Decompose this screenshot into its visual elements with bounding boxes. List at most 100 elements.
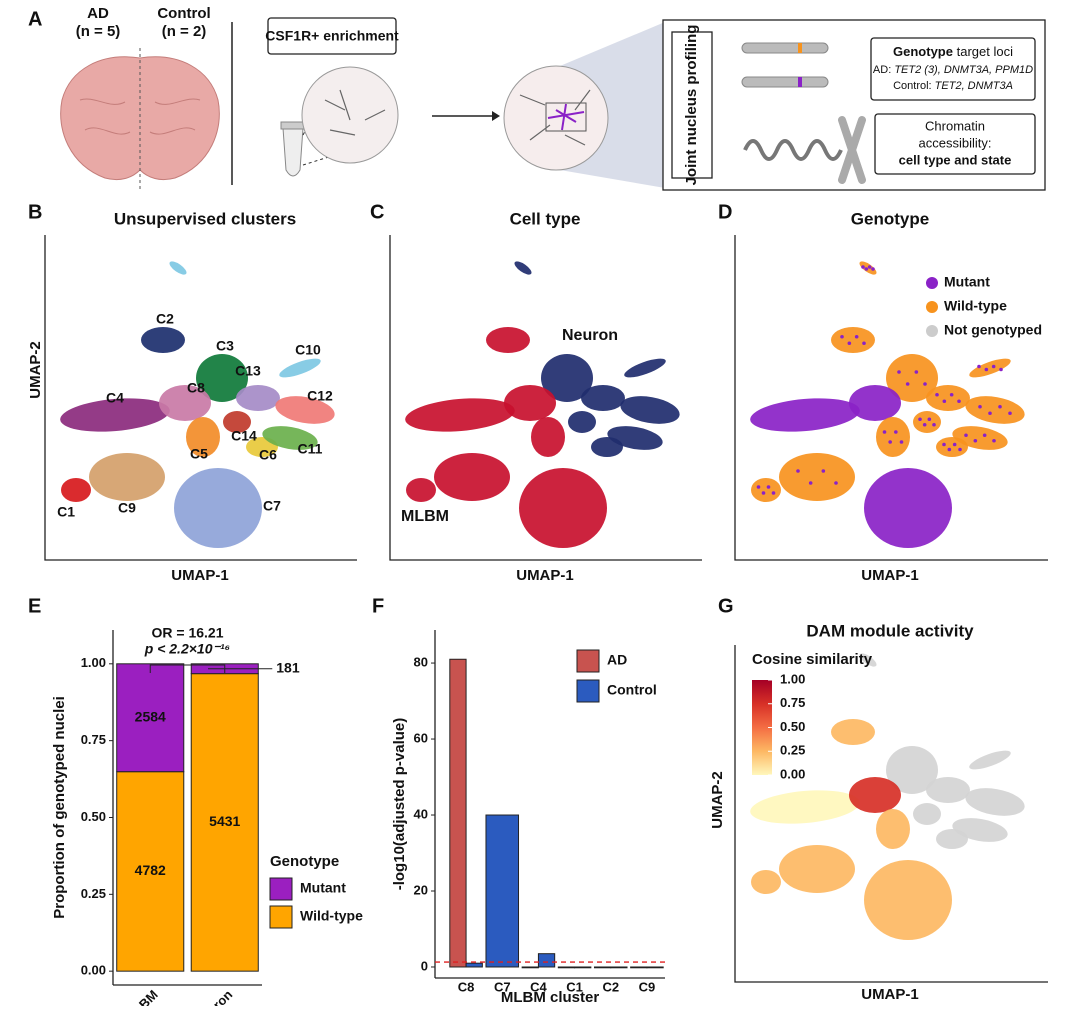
nucleus-box — [545, 102, 587, 132]
umap-cluster — [223, 411, 251, 433]
panel-letter: E — [28, 595, 41, 617]
bar — [537, 953, 556, 968]
locus — [798, 77, 802, 87]
umap-point — [988, 411, 992, 416]
umap-cluster — [60, 398, 170, 432]
tube-icon — [282, 127, 304, 177]
umap-cluster — [514, 261, 532, 275]
chromatin-label: Chromatin — [925, 118, 985, 133]
umap-cluster — [581, 385, 625, 411]
umap-point — [882, 430, 887, 434]
genotype-heading: Genotype target loci — [893, 44, 1013, 59]
x-tick-label: C1 — [566, 979, 583, 994]
umap-cluster — [169, 261, 187, 275]
axis-label: UMAP-1 — [171, 567, 229, 584]
legend-swatch — [576, 649, 600, 673]
chromosome — [741, 42, 829, 54]
y-axis-label: Proportion of genotyped nuclei — [51, 696, 68, 919]
chromatin-box — [874, 113, 1036, 175]
umap-cluster — [262, 426, 318, 450]
x-axis-label: MLBM cluster — [501, 989, 600, 1006]
umap-cluster — [859, 653, 877, 667]
umap-cluster — [831, 327, 875, 353]
umap-point — [796, 469, 800, 473]
y-tick-label: 0.25 — [81, 886, 106, 901]
count-label: 181 — [276, 659, 300, 675]
umap-point — [991, 364, 996, 369]
panel-letter: F — [372, 595, 384, 617]
umap-cluster — [779, 845, 855, 893]
umap-cluster — [952, 818, 1008, 842]
umap-cluster — [141, 327, 185, 353]
bar — [610, 966, 628, 969]
panel-title: Genotype — [851, 209, 929, 228]
legend-swatch — [269, 877, 293, 901]
umap-point — [864, 267, 869, 271]
x-tick-label: C2 — [602, 979, 619, 994]
chromatin-label: cell type and state — [899, 152, 1012, 167]
umap-point — [977, 364, 981, 369]
colorbar-tick-label: 0.75 — [780, 695, 805, 710]
umap-point — [861, 265, 865, 269]
umap-point — [927, 417, 932, 422]
panel-letter: D — [718, 201, 732, 223]
umap-cluster — [751, 478, 781, 502]
umap-cluster — [886, 746, 938, 794]
umap-point — [984, 367, 989, 372]
umap-cluster — [159, 385, 211, 421]
umap-cluster — [434, 453, 510, 501]
umap-point — [766, 485, 771, 489]
x-tick-label: C4 — [530, 979, 547, 994]
umap-cluster — [965, 788, 1025, 816]
umap-cluster — [236, 385, 280, 411]
legend-label: Wild-type — [944, 298, 1007, 314]
umap-point — [964, 433, 968, 438]
count-label: 4782 — [135, 862, 166, 878]
cluster-label: C6 — [259, 447, 277, 463]
umap-point — [847, 341, 852, 346]
umap-axes — [44, 235, 1048, 983]
group-n: (n = 5) — [76, 23, 121, 40]
umap-point — [922, 422, 927, 427]
ad-loci: AD: TET2 (3), DNMT3A, PPM1D — [873, 64, 1033, 76]
chromosome — [741, 76, 829, 88]
umap-point — [942, 399, 947, 404]
legend-swatch — [269, 905, 293, 929]
legend-label: Not genotyped — [944, 322, 1042, 338]
genotype-rest: target loci — [953, 44, 1013, 59]
umap-cluster — [864, 860, 952, 940]
y-axis-label: -log10(adjusted p-value) — [391, 718, 408, 891]
umap-cluster — [186, 417, 220, 457]
umap-cluster — [886, 354, 938, 402]
group-label: AD — [87, 5, 109, 22]
umap-cluster — [541, 354, 593, 402]
umap-cluster — [750, 398, 860, 432]
colorbar-ticks: 1.00 0.75 0.50 0.25 0.00 — [768, 671, 805, 781]
axis-label: UMAP-2 — [709, 771, 726, 829]
panel-letter: G — [718, 595, 734, 617]
panel-title: Unsupervised clusters — [114, 209, 296, 228]
profiling-label-box — [671, 31, 713, 179]
y-tick-label: 0.75 — [81, 732, 106, 747]
cluster-labels: C1 C2 C3 C4 C5 C6 C7 C8 C9 C10 C11 C12 C… — [57, 311, 333, 520]
bar-segment — [116, 663, 185, 773]
umap-cluster — [275, 396, 335, 424]
umap-cluster — [876, 417, 910, 457]
legend: Mutant Wild-type Not genotyped — [926, 274, 1042, 338]
y-tick-label: 1.00 — [81, 655, 106, 670]
umap-cluster — [405, 398, 515, 432]
x-tick-label: Neuron — [193, 987, 236, 1006]
arrow-head — [492, 111, 500, 121]
axis-label: UMAP-1 — [516, 567, 574, 584]
umap-point — [871, 267, 875, 271]
umap-cluster — [849, 777, 901, 813]
x-tick-label: MLBM — [123, 987, 161, 1006]
umap-point — [958, 447, 962, 452]
umap-point — [992, 438, 996, 443]
ad-prefix: AD: — [873, 64, 894, 76]
celltype-label: Neuron — [562, 327, 618, 344]
umap-cluster — [61, 478, 91, 502]
umap-cluster — [279, 358, 321, 378]
ad-genes: TET2 (3), DNMT3A, PPM1D — [894, 64, 1033, 76]
umap-point — [821, 469, 826, 473]
